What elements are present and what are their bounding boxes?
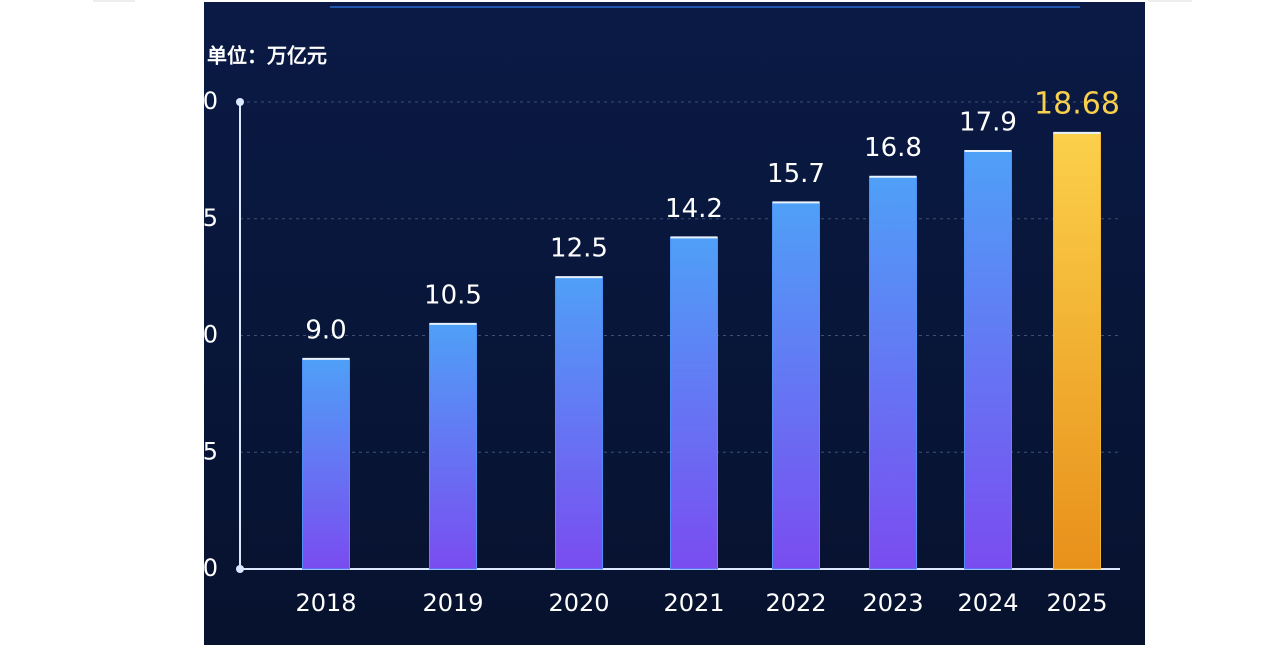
y-tick-label: 10 [187, 321, 218, 349]
bar [869, 176, 917, 570]
bar [772, 201, 820, 570]
x-tick-label: 2019 [422, 589, 483, 617]
y-tick-label: 15 [187, 204, 218, 232]
bar [964, 150, 1012, 570]
bar [555, 276, 603, 570]
x-tick-label: 2021 [663, 589, 724, 617]
unit-label: 单位：万亿元 [207, 44, 327, 68]
x-tick-label: 2025 [1046, 589, 1107, 617]
x-tick-label: 2024 [957, 589, 1018, 617]
x-tick-label: 2020 [548, 589, 609, 617]
value-label: 15.7 [767, 159, 825, 189]
y-tick-label: 0 [203, 554, 218, 582]
bar [670, 236, 718, 570]
bar [302, 358, 350, 570]
value-label: 18.68 [1034, 86, 1120, 121]
value-label: 12.5 [550, 234, 608, 264]
value-label: 16.8 [864, 133, 922, 163]
x-tick-label: 2023 [862, 589, 923, 617]
x-tick-label: 2022 [765, 589, 826, 617]
y-tick-label: 20 [187, 87, 218, 115]
x-tick-label: 2018 [295, 589, 356, 617]
value-label: 14.2 [665, 194, 723, 224]
bar [429, 323, 477, 570]
plot: 单位：万亿元 0 5 10 15 20 2018 9.0 2019 10.5 2020 12.5 20… [187, 44, 1120, 617]
bar [1053, 132, 1101, 570]
value-label: 17.9 [959, 108, 1017, 138]
y-tick-label: 5 [203, 437, 218, 465]
value-label: 9.0 [305, 315, 346, 345]
value-label: 10.5 [424, 280, 482, 310]
